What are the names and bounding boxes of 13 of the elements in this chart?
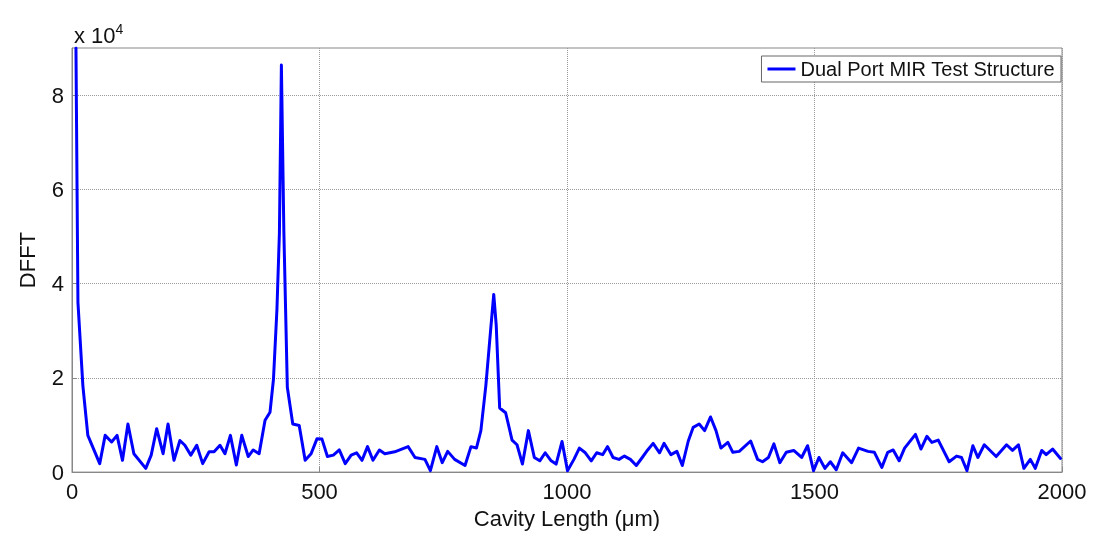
y-tick-label: 2 <box>51 365 64 391</box>
x-tick-label: 1000 <box>542 478 592 504</box>
x-axis-title: Cavity Length (μm) <box>473 505 661 531</box>
y-tick-label: 6 <box>51 176 64 202</box>
line-series <box>74 46 1063 473</box>
x-tick-label: 2000 <box>1037 478 1087 504</box>
y-tick-label: 4 <box>51 271 64 297</box>
y-tick-label: 0 <box>51 459 64 485</box>
x-tick-label: 1500 <box>790 478 839 504</box>
y-tick-label: 8 <box>51 82 64 108</box>
y-axis-title: DFFT <box>14 231 40 289</box>
legend-label: Dual Port MIR Test Structure <box>800 58 1055 80</box>
x-tick-label: 500 <box>301 478 338 504</box>
